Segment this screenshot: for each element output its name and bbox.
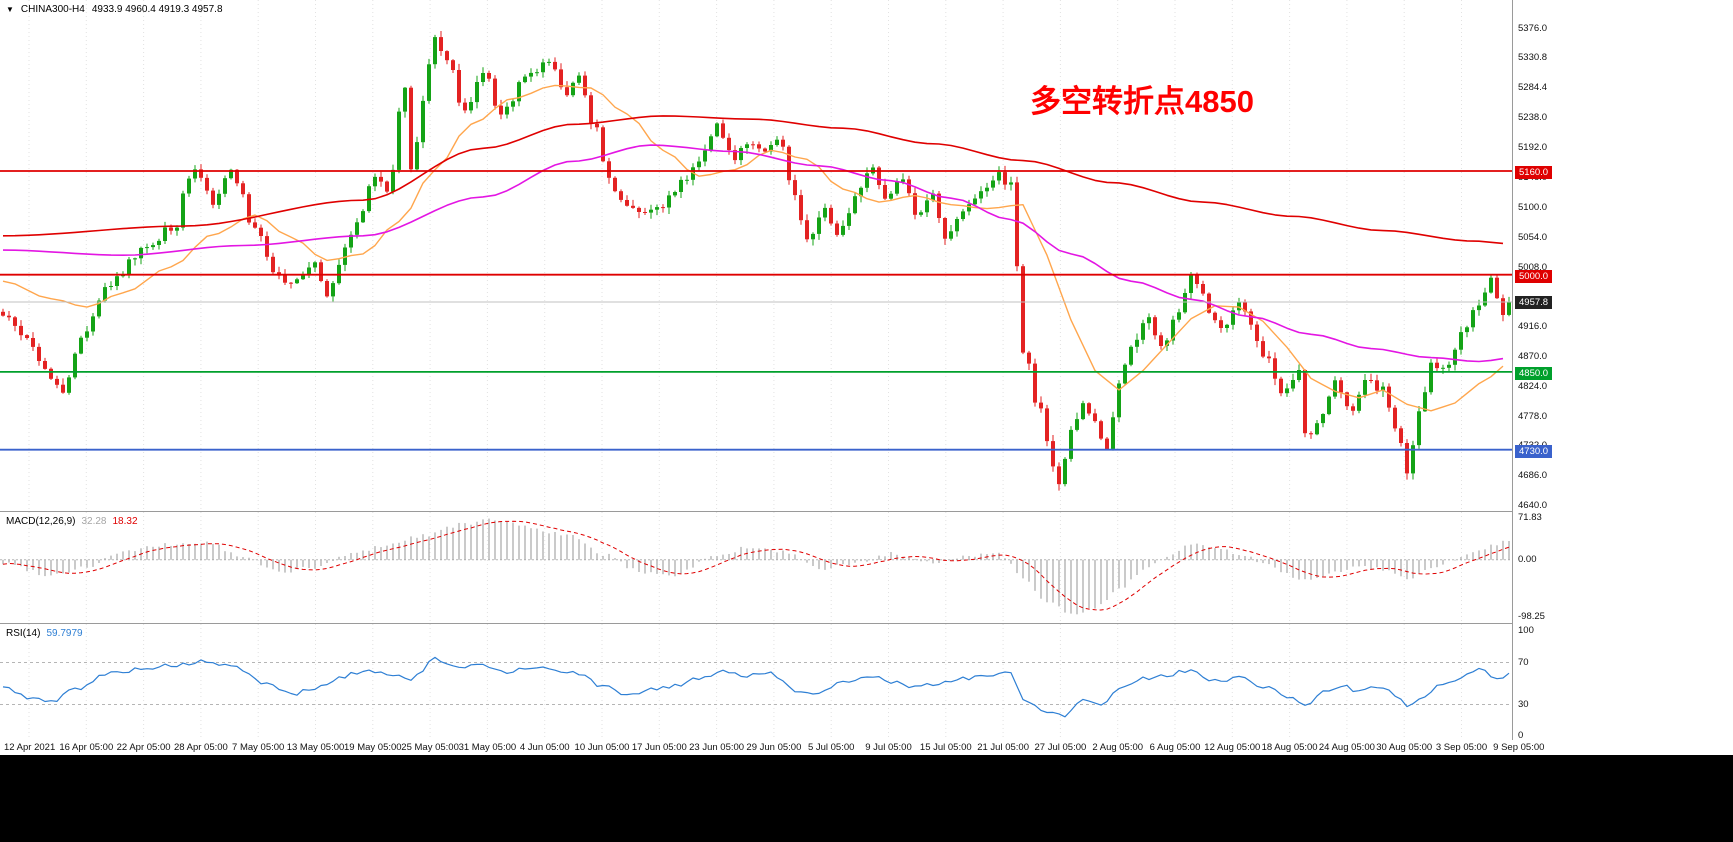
time-axis-label: 21 Jul 05:00 [977,742,1029,753]
macd-indicator-chart[interactable] [0,512,1513,623]
taskbar[interactable] [0,755,1733,842]
price-scale-label: 4640.0 [1518,500,1548,511]
rsi-panel-divider[interactable] [0,623,1733,624]
time-axis-label: 12 Aug 05:00 [1204,742,1261,753]
price-scale-label: 5192.0 [1518,142,1548,154]
time-axis-label: 30 Aug 05:00 [1376,742,1433,753]
time-axis-label: 10 Jun 05:00 [574,742,630,753]
time-axis-label: 15 Jul 05:00 [919,742,972,753]
rsi-scale-label: 30 [1518,698,1529,710]
time-axis-label: 4 Jun 05:00 [519,742,570,753]
rsi-scale-label: 100 [1518,625,1534,636]
macd-name: MACD(12,26,9) [6,516,76,527]
hline-price-badge: 4850.0 [1515,366,1553,380]
time-axis-label: 6 Aug 05:00 [1149,742,1201,753]
time-axis-label: 17 Jun 05:00 [631,742,687,753]
price-scale-label: 4824.0 [1518,380,1548,392]
collapse-chart-icon[interactable]: ▼ [6,5,14,14]
price-scale[interactable]: 5376.05330.85284.45238.05192.05146.05100… [1513,0,1733,756]
hline-price-badge: 5000.0 [1515,269,1553,283]
time-axis-label: 16 Apr 05:00 [59,742,114,753]
rsi-indicator-chart[interactable] [0,624,1513,740]
time-axis-label: 12 Apr 2021 [4,742,56,753]
ohlc-readout: 4933.9 4960.4 4919.3 4957.8 [91,4,223,15]
rsi-scale-label: 0 [1518,730,1524,741]
macd-signal-value: 18.32 [112,516,138,527]
time-axis-label: 22 Apr 05:00 [116,742,171,753]
time-axis-label: 13 May 05:00 [286,742,345,753]
macd-indicator-label: MACD(12,26,9) 32.28 18.32 [6,516,138,527]
time-axis[interactable]: 12 Apr 2021 16 Apr 05:00 22 Apr 05:00 28 Ap… [0,740,1733,755]
macd-scale-label: 0.00 [1518,553,1537,565]
price-scale-label: 5330.8 [1518,52,1548,64]
time-axis-label: 23 Jun 05:00 [689,742,745,753]
chart-annotation-text: 多空转折点4850 [1030,84,1254,119]
price-scale-label: 5284.4 [1518,82,1548,94]
price-scale-label: 5008.0 [1518,261,1548,273]
time-axis-label: 18 Aug 05:00 [1261,742,1318,753]
rsi-name: RSI(14) [6,628,41,639]
price-scale-label: 5238.0 [1518,112,1548,124]
rsi-value: 59.7979 [46,628,83,639]
rsi-scale-label: 70 [1518,656,1529,668]
macd-scale-label: 71.83 [1518,512,1542,523]
time-axis-label: 31 May 05:00 [458,742,517,753]
symbol-info-bar: ▼ CHINA300-H4 4933.9 4960.4 4919.3 4957.… [6,4,223,15]
price-scale-label: 4778.0 [1518,410,1548,422]
price-scale-label: 4686.0 [1518,470,1548,482]
scale-divider [1512,0,1513,740]
rsi-indicator-label: RSI(14) 59.7979 [6,628,83,639]
time-axis-label: 19 May 05:00 [344,742,402,753]
current-price-badge: 4957.8 [1515,296,1553,310]
price-scale-label: 4870.0 [1518,350,1548,362]
macd-panel-divider[interactable] [0,511,1733,512]
time-axis-label: 2 Aug 05:00 [1092,742,1144,753]
symbol-name: CHINA300-H4 [20,4,85,15]
price-scale-label: 5100.0 [1518,201,1548,213]
hline-price-badge: 4730.0 [1515,444,1553,458]
time-axis-label: 24 Aug 05:00 [1318,742,1375,753]
price-scale-label: 5376.0 [1518,23,1548,34]
hline-price-badge: 5160.0 [1515,165,1553,179]
time-axis-label: 28 Apr 05:00 [173,742,228,753]
price-scale-label: 5054.0 [1518,231,1548,243]
time-axis-label: 25 May 05:00 [401,742,459,753]
macd-main-value: 32.28 [81,516,107,527]
time-axis-label: 27 Jul 05:00 [1034,742,1087,753]
time-axis-label: 29 Jun 05:00 [746,742,802,753]
main-price-chart[interactable] [0,0,1513,511]
time-axis-label: 9 Sep 05:00 [1493,742,1545,753]
macd-scale-label: -98.25 [1518,611,1545,622]
price-scale-label: 4916.0 [1518,321,1548,333]
time-axis-label: 3 Sep 05:00 [1435,742,1488,753]
time-axis-label: 5 Jul 05:00 [807,742,855,753]
time-axis-label: 7 May 05:00 [232,742,285,753]
time-axis-label: 9 Jul 05:00 [865,742,912,753]
